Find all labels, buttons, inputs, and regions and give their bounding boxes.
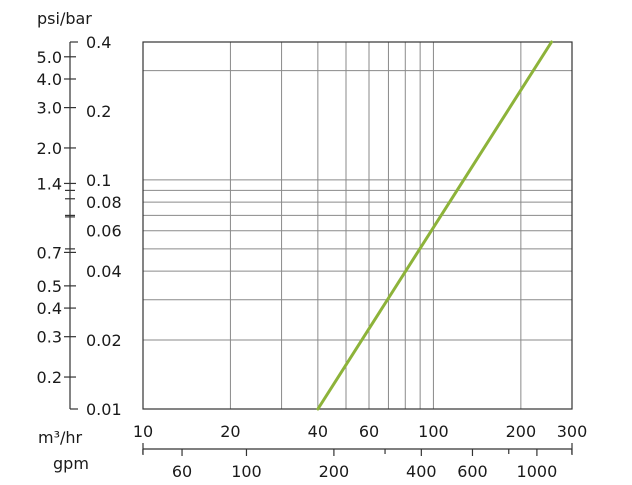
x-secondary-tick-label: 1000 (517, 462, 558, 481)
y-left-tick-label: 1.4 (37, 174, 62, 193)
x-tick-label: 10 (133, 422, 153, 441)
y-bar-tick-label: 0.06 (86, 222, 122, 241)
x-tick-label: 300 (557, 422, 588, 441)
y-left-tick-label: 5.0 (37, 48, 62, 67)
y-left-tick-label: 0.5 (37, 277, 62, 296)
axes: 10 20 40 60 100 200 300 60 100 200 400 600 1000 0.01 0… (37, 33, 588, 481)
x-tick-label: 200 (506, 422, 537, 441)
y-left-tick-label: 4.0 (37, 70, 62, 89)
plot-frame (142, 41, 573, 410)
y-left-tick-label: 0.4 (37, 299, 62, 318)
grid-lines (143, 42, 572, 409)
y-left-tick-label: 0.7 (37, 243, 62, 262)
series-layer (316, 40, 553, 411)
x-secondary-tick-label: 400 (406, 462, 437, 481)
x-tick-label: 100 (418, 422, 449, 441)
y-bar-tick-label: 0.2 (86, 102, 111, 121)
x-primary-unit-label: m³/hr (38, 428, 83, 447)
y-bar-tick-label: 0.04 (86, 262, 122, 281)
x-tick-label: 40 (308, 422, 328, 441)
x-secondary-unit-label: gpm (53, 454, 89, 473)
x-secondary-tick-label: 60 (172, 462, 192, 481)
x-secondary-tick-label: 600 (457, 462, 488, 481)
series-line (316, 40, 553, 411)
y-bar-tick-label: 0.01 (86, 400, 122, 419)
y-bar-tick-label: 0.1 (86, 171, 111, 190)
x-secondary-tick-label: 100 (231, 462, 262, 481)
y-left-tick-label: 0.2 (37, 368, 62, 387)
y-left-tick-label: 2.0 (37, 139, 62, 158)
y-bar-tick-label: 0.4 (86, 33, 111, 52)
y-bar-tick-label: 0.08 (86, 193, 122, 212)
x-tick-label: 20 (220, 422, 240, 441)
y-left-unit-label: psi/bar (37, 9, 92, 28)
y-bar-tick-label: 0.02 (86, 331, 122, 350)
y-left-tick-label: 0.3 (37, 328, 62, 347)
y-left-tick-label: 3.0 (37, 99, 62, 118)
x-tick-label: 60 (359, 422, 379, 441)
x-secondary-tick-label: 200 (319, 462, 350, 481)
